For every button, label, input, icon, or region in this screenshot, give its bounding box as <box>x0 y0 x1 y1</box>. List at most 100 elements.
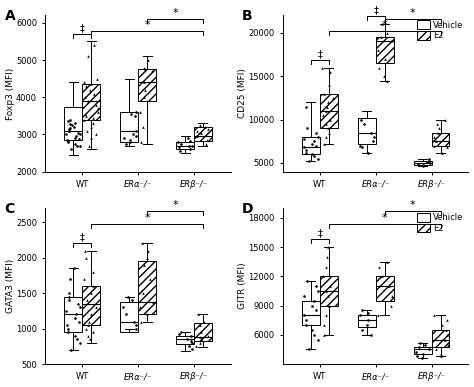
Point <box>186 138 193 144</box>
Point <box>69 122 76 128</box>
Point <box>197 329 205 335</box>
Point <box>441 337 448 343</box>
Point <box>149 299 157 305</box>
Point <box>204 333 212 339</box>
Point <box>73 133 80 139</box>
Point <box>383 30 391 36</box>
Point <box>302 149 310 156</box>
Point <box>84 53 91 60</box>
Point <box>144 247 152 253</box>
Point <box>64 325 72 332</box>
Point <box>365 317 372 323</box>
Point <box>137 139 145 145</box>
Point <box>310 153 318 159</box>
Point <box>188 333 195 339</box>
Point <box>89 115 97 121</box>
PathPatch shape <box>82 286 100 325</box>
Point <box>185 342 193 349</box>
Text: ‡: ‡ <box>373 5 378 15</box>
Point <box>130 319 137 325</box>
Point <box>416 339 424 346</box>
Point <box>83 128 91 134</box>
Point <box>302 317 310 323</box>
Text: *: * <box>144 20 150 30</box>
Point <box>86 336 94 342</box>
Point <box>363 322 371 328</box>
Point <box>89 269 97 275</box>
Point <box>325 303 333 309</box>
Point <box>68 347 75 353</box>
Point <box>89 283 96 289</box>
Point <box>132 109 139 115</box>
Point <box>319 112 327 118</box>
Point <box>66 116 74 123</box>
Point <box>63 308 70 314</box>
Point <box>375 264 383 270</box>
Text: ‡: ‡ <box>80 232 85 242</box>
Point <box>442 116 449 123</box>
Point <box>324 293 331 299</box>
Point <box>140 79 147 86</box>
Point <box>66 121 74 127</box>
PathPatch shape <box>176 336 194 344</box>
Point <box>77 304 84 310</box>
Point <box>67 125 74 131</box>
Point <box>412 349 419 356</box>
Text: *: * <box>382 20 387 30</box>
Point <box>419 351 426 358</box>
PathPatch shape <box>138 261 156 315</box>
PathPatch shape <box>358 315 376 327</box>
Point <box>358 327 366 333</box>
Point <box>76 340 84 346</box>
Point <box>146 276 153 282</box>
Point <box>70 124 78 130</box>
Point <box>71 140 79 147</box>
Point <box>82 325 90 332</box>
Point <box>81 247 89 253</box>
Point <box>73 142 81 149</box>
Point <box>175 331 182 337</box>
Y-axis label: GITR (MFI): GITR (MFI) <box>238 263 247 309</box>
Point <box>201 124 209 130</box>
PathPatch shape <box>82 84 100 120</box>
Point <box>365 310 372 317</box>
Point <box>140 64 147 70</box>
Point <box>312 307 320 313</box>
Point <box>84 333 92 339</box>
Point <box>322 312 329 319</box>
Point <box>305 158 313 164</box>
Point <box>425 156 432 163</box>
Point <box>197 340 204 346</box>
Point <box>132 133 140 139</box>
Point <box>414 161 422 167</box>
Point <box>419 163 427 170</box>
Point <box>63 131 70 137</box>
Point <box>70 265 78 271</box>
Point <box>76 143 84 149</box>
Point <box>309 151 316 158</box>
Point <box>377 34 385 40</box>
Text: *: * <box>410 8 415 18</box>
Point <box>320 322 328 328</box>
Point <box>125 294 132 300</box>
Point <box>327 283 334 289</box>
Point <box>94 105 102 111</box>
Point <box>123 140 130 147</box>
PathPatch shape <box>64 106 82 140</box>
PathPatch shape <box>320 94 337 128</box>
Point <box>81 276 88 282</box>
Point <box>91 304 99 310</box>
Point <box>365 149 372 156</box>
Point <box>320 91 328 97</box>
Point <box>378 273 385 279</box>
Point <box>198 336 205 342</box>
Point <box>426 160 433 166</box>
Point <box>84 322 92 328</box>
Point <box>193 133 201 139</box>
Point <box>356 312 364 319</box>
Point <box>368 130 375 136</box>
Text: B: B <box>242 9 253 23</box>
PathPatch shape <box>176 142 194 149</box>
Text: A: A <box>5 9 15 23</box>
Point <box>357 116 365 123</box>
